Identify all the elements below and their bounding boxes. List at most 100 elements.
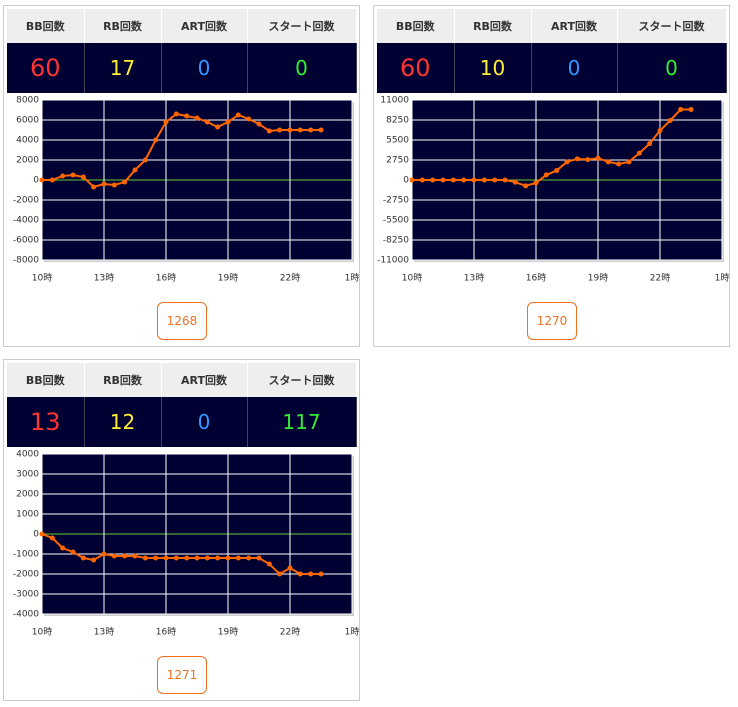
y-tick-label: -11000 — [377, 256, 409, 266]
data-point — [194, 555, 200, 561]
data-point — [101, 551, 107, 557]
y-tick-label: 6000 — [16, 116, 39, 126]
data-point — [70, 172, 76, 178]
x-tick-label: 1時 — [715, 273, 730, 284]
data-point — [60, 173, 66, 179]
data-point — [256, 555, 262, 561]
x-tick-label: 19時 — [218, 627, 238, 638]
y-tick-label: 2000 — [16, 490, 39, 500]
data-point — [308, 127, 314, 133]
data-point — [235, 112, 241, 118]
data-point — [585, 157, 591, 163]
hall-number-button[interactable]: 1270 — [527, 302, 577, 340]
data-point — [153, 555, 159, 561]
data-point — [184, 555, 190, 561]
data-point — [163, 555, 169, 561]
data-point — [266, 561, 272, 567]
data-point — [91, 184, 97, 190]
hall-number-button[interactable]: 1271 — [157, 656, 207, 694]
data-point — [647, 141, 653, 147]
header-cell: ART回数 — [161, 363, 248, 397]
header-row: BB回数 RB回数 ART回数 スタート回数 — [377, 9, 727, 43]
data-point — [204, 119, 210, 125]
y-tick-label: 0 — [403, 176, 409, 186]
y-tick-label: 11000 — [380, 96, 409, 106]
data-point — [225, 555, 231, 561]
header-cell: スタート回数 — [247, 363, 357, 397]
header-cell: スタート回数 — [247, 9, 357, 43]
data-point — [194, 115, 200, 121]
data-point — [132, 167, 138, 173]
chart: 4000 3000 2000 1000 0 -1000 -2000 -3000 -4000 10時… — [13, 450, 360, 638]
line-series — [42, 112, 321, 189]
line-series — [41, 533, 321, 576]
data-point — [616, 161, 622, 167]
data-point — [142, 555, 148, 561]
stat-value: 10 — [454, 43, 532, 93]
data-point — [450, 177, 456, 183]
data-point — [173, 111, 179, 117]
stat-value: 117 — [247, 397, 357, 447]
x-tick-label: 22時 — [280, 273, 300, 284]
data-point — [554, 168, 560, 174]
data-point — [70, 549, 76, 555]
data-point — [492, 177, 498, 183]
data-point — [215, 555, 221, 561]
data-point — [502, 177, 508, 183]
data-point — [667, 117, 673, 123]
stat-value: 0 — [161, 43, 248, 93]
data-point — [471, 177, 477, 183]
data-point — [142, 157, 148, 163]
data-point — [523, 183, 529, 189]
y-tick-label: -8000 — [13, 256, 39, 266]
data-point — [101, 181, 107, 187]
data-point — [481, 177, 487, 183]
data-point — [235, 555, 241, 561]
header-cell: RB回数 — [84, 9, 162, 43]
y-tick-label: -1000 — [13, 550, 39, 560]
y-tick-label: -2000 — [13, 196, 39, 206]
x-tick-label: 13時 — [464, 273, 484, 284]
data-point — [277, 571, 283, 577]
stat-value: 0 — [247, 43, 357, 93]
data-point — [122, 179, 128, 185]
data-point — [204, 555, 210, 561]
data-point — [688, 106, 694, 112]
y-tick-label: 1000 — [16, 510, 39, 520]
y-tick-label: -4000 — [13, 610, 39, 620]
data-point — [297, 127, 303, 133]
hall-number-button[interactable]: 1268 — [157, 302, 207, 340]
y-tick-label: -2000 — [13, 570, 39, 580]
data-point — [163, 119, 169, 125]
data-point — [318, 571, 324, 577]
stats-row: 60 10 0 0 — [377, 43, 727, 93]
stats-table: BB回数 RB回数 ART回数 スタート回数 13 12 0 117 — [7, 363, 357, 447]
y-tick-label: -2750 — [383, 196, 409, 206]
header-row: BB回数 RB回数 ART回数 スタート回数 — [7, 9, 357, 43]
data-point — [297, 571, 303, 577]
stat-value: 12 — [84, 397, 162, 447]
data-point — [184, 113, 190, 119]
data-point — [409, 177, 415, 183]
header-cell: BB回数 — [7, 363, 85, 397]
header-row: BB回数 RB回数 ART回数 スタート回数 — [7, 363, 357, 397]
header-cell: RB回数 — [454, 9, 532, 43]
data-point — [440, 177, 446, 183]
y-tick-label: 0 — [33, 176, 39, 186]
data-point — [595, 155, 601, 161]
header-cell: スタート回数 — [617, 9, 727, 43]
data-point — [533, 180, 539, 186]
data-point — [153, 137, 159, 143]
x-tick-label: 13時 — [94, 627, 114, 638]
data-point — [266, 128, 272, 134]
data-point — [215, 124, 221, 130]
data-point — [543, 172, 549, 178]
y-tick-label: -3000 — [13, 590, 39, 600]
stats-table: BB回数 RB回数 ART回数 スタート回数 60 10 0 0 — [377, 9, 727, 93]
y-tick-label: 8250 — [386, 116, 409, 126]
data-point — [39, 531, 45, 537]
data-point — [636, 150, 642, 156]
x-tick-label: 10時 — [32, 273, 52, 284]
data-point — [111, 182, 117, 188]
data-point — [111, 553, 117, 559]
